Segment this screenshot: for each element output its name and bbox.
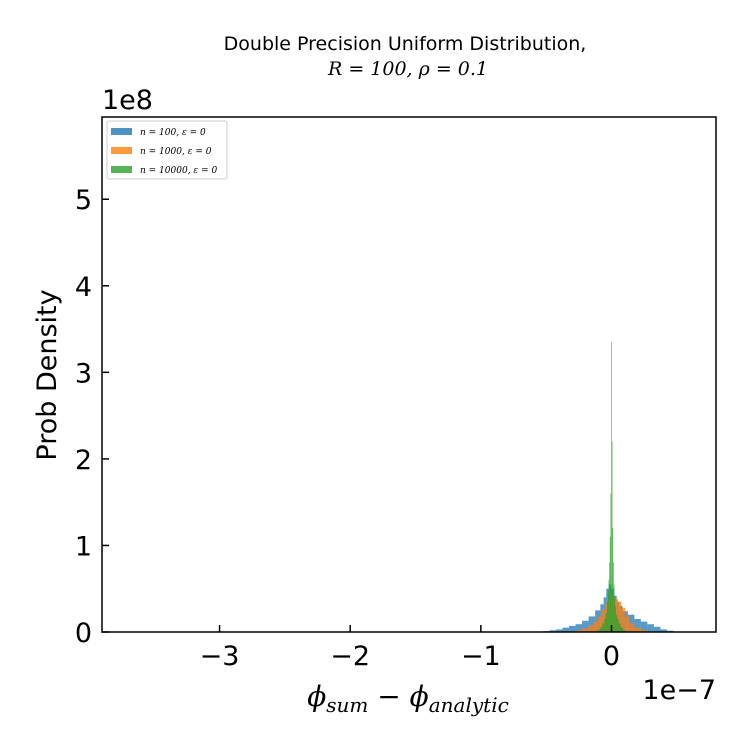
x-label-phi-sum: ϕ [307, 680, 326, 713]
legend-swatch-n1000 [111, 147, 132, 154]
bar-series2-6 [608, 593, 609, 632]
histogram-bars [536, 342, 680, 632]
bar-series2-11 [611, 342, 612, 632]
y-tick-label: 2 [75, 445, 92, 476]
plot-frame [102, 117, 716, 632]
bar-series1-2 [589, 625, 594, 632]
bar-series2-13 [612, 528, 613, 632]
y-tick-label: 0 [75, 618, 92, 649]
legend-label-n100: n = 100, ε = 0 [140, 128, 206, 138]
legend-swatch-n100 [111, 128, 132, 135]
legend-label-n10000: n = 10000, ε = 0 [140, 166, 218, 176]
bar-series2-4 [606, 613, 607, 632]
y-tick-label: 4 [75, 272, 92, 303]
y-tick-label: 5 [75, 185, 92, 216]
bar-series2-10 [611, 494, 612, 632]
bar-series2-3 [604, 619, 605, 632]
bar-series2-9 [610, 537, 611, 632]
x-axis-label: ϕsum − ϕanalytic [307, 680, 509, 717]
x-tick-label: 0 [603, 641, 620, 672]
x-tick-label: −1 [461, 641, 501, 672]
bar-series2-17 [615, 606, 616, 632]
x-label-phi-analytic: ϕ [410, 680, 429, 713]
x-offset-text: 1e−7 [642, 675, 716, 706]
x-tick-label: −2 [330, 641, 370, 672]
x-label-sub-sum: sum [326, 693, 368, 717]
legend-swatch-n10000 [111, 166, 132, 173]
bar-series2-18 [616, 615, 617, 632]
bar-series2-5 [607, 602, 608, 632]
bar-series2-16 [614, 597, 615, 632]
bar-series0-22 [647, 624, 654, 632]
bar-series1-15 [625, 616, 629, 632]
bar-series2-2 [602, 623, 604, 632]
legend-label-n1000: n = 1000, ε = 0 [140, 147, 212, 157]
bar-series2-19 [617, 619, 618, 632]
bar-series2-20 [619, 623, 621, 632]
bar-series1-16 [629, 623, 634, 632]
y-offset-text: 1e8 [102, 85, 153, 116]
y-tick-label: 1 [75, 531, 92, 562]
bar-series2-14 [613, 563, 614, 632]
x-label-sub-analytic: analytic [429, 693, 509, 717]
y-axis-ticks: 0 1 2 3 4 5 [75, 185, 109, 649]
bar-series2-8 [609, 563, 610, 632]
y-axis-label: Prob Density [32, 289, 63, 460]
bar-series2-12 [612, 442, 613, 632]
bar-series0-5 [569, 626, 576, 632]
chart-title-line2: R = 100, ρ = 0.1 [327, 58, 488, 80]
x-label-minus: − [368, 680, 409, 713]
bar-series0-23 [654, 627, 661, 632]
bar-series2-15 [614, 584, 615, 632]
legend: n = 100, ε = 0 n = 1000, ε = 0 n = 10000… [107, 121, 227, 179]
bar-series2-7 [609, 580, 610, 632]
x-tick-label: −3 [200, 641, 240, 672]
chart-title-line1: Double Precision Uniform Distribution, [224, 33, 587, 55]
y-tick-label: 3 [75, 358, 92, 389]
